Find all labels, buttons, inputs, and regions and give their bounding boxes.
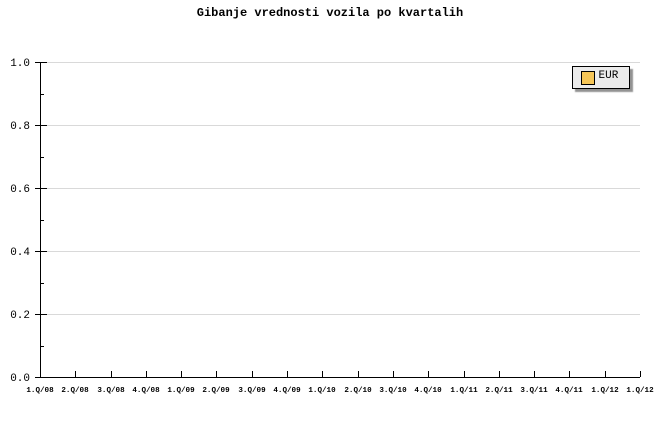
- svg-text:2.Q/09: 2.Q/09: [202, 387, 230, 395]
- svg-text:0.8: 0.8: [10, 121, 30, 133]
- svg-text:3.Q/09: 3.Q/09: [238, 387, 266, 395]
- svg-text:2.Q/10: 2.Q/10: [344, 387, 372, 395]
- svg-text:3.Q/11: 3.Q/11: [520, 387, 548, 395]
- svg-text:1.Q/12: 1.Q/12: [591, 387, 619, 395]
- svg-text:4.Q/09: 4.Q/09: [273, 387, 301, 395]
- svg-text:1.Q/09: 1.Q/09: [167, 387, 195, 395]
- svg-text:2.Q/08: 2.Q/08: [61, 387, 89, 395]
- svg-text:3.Q/08: 3.Q/08: [97, 387, 125, 395]
- svg-text:0.6: 0.6: [10, 184, 30, 196]
- svg-text:3.Q/10: 3.Q/10: [379, 387, 407, 395]
- svg-text:0.2: 0.2: [10, 310, 30, 322]
- svg-text:0.4: 0.4: [10, 247, 30, 259]
- svg-text:4.Q/08: 4.Q/08: [132, 387, 160, 395]
- svg-text:1.Q/11: 1.Q/11: [450, 387, 478, 395]
- svg-text:1.Q/12: 1.Q/12: [626, 387, 654, 395]
- svg-text:1.Q/08: 1.Q/08: [26, 387, 54, 395]
- svg-text:0.0: 0.0: [10, 373, 30, 385]
- svg-text:1.Q/10: 1.Q/10: [308, 387, 336, 395]
- svg-text:4.Q/10: 4.Q/10: [414, 387, 442, 395]
- svg-text:4.Q/11: 4.Q/11: [555, 387, 583, 395]
- svg-text:1.0: 1.0: [10, 58, 30, 70]
- svg-text:2.Q/11: 2.Q/11: [485, 387, 513, 395]
